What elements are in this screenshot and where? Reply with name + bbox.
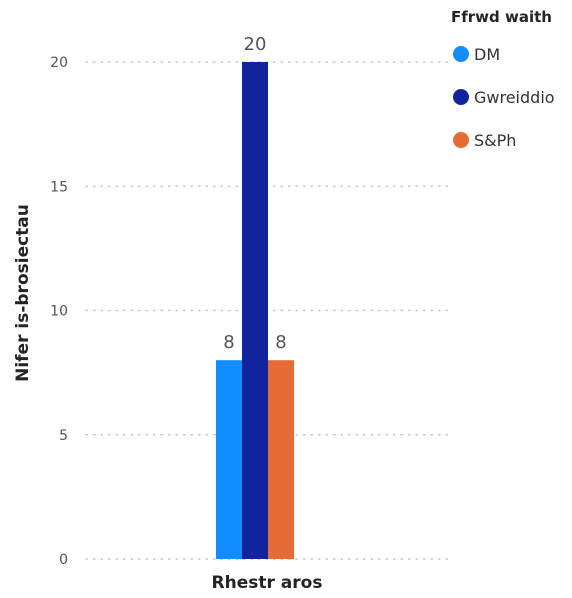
- bar-dm: [216, 360, 242, 559]
- legend-label: Gwreiddio: [474, 88, 555, 107]
- legend-marker: [453, 46, 469, 62]
- y-axis-ticks: 0 5 10 15 20: [50, 55, 68, 568]
- data-labels: 8 20 8: [223, 34, 286, 353]
- y-tick-label: 5: [59, 428, 68, 444]
- legend-label: S&Ph: [474, 131, 516, 150]
- legend-marker: [453, 132, 469, 148]
- y-tick-label: 15: [50, 179, 68, 195]
- legend-label: DM: [474, 45, 500, 64]
- y-axis-title: Nifer is-brosiectau: [13, 204, 33, 382]
- bar-gwreiddio: [242, 62, 268, 559]
- bar-s-ph: [268, 360, 294, 559]
- legend: Ffrwd waith DM Gwreiddio S&Ph: [451, 8, 555, 150]
- y-tick-label: 10: [50, 304, 68, 320]
- legend-item[interactable]: DM: [453, 45, 500, 64]
- bars: [216, 62, 294, 559]
- x-axis-title: Rhestr aros: [212, 573, 323, 593]
- legend-item[interactable]: Gwreiddio: [453, 88, 555, 107]
- y-tick-label: 0: [59, 552, 68, 568]
- legend-title: Ffrwd waith: [451, 8, 552, 26]
- data-label: 8: [223, 332, 234, 353]
- legend-item[interactable]: S&Ph: [453, 131, 516, 150]
- legend-items: DM Gwreiddio S&Ph: [453, 45, 555, 150]
- legend-marker: [453, 89, 469, 105]
- data-label: 8: [275, 332, 286, 353]
- y-tick-label: 20: [50, 55, 68, 71]
- data-label: 20: [244, 34, 267, 55]
